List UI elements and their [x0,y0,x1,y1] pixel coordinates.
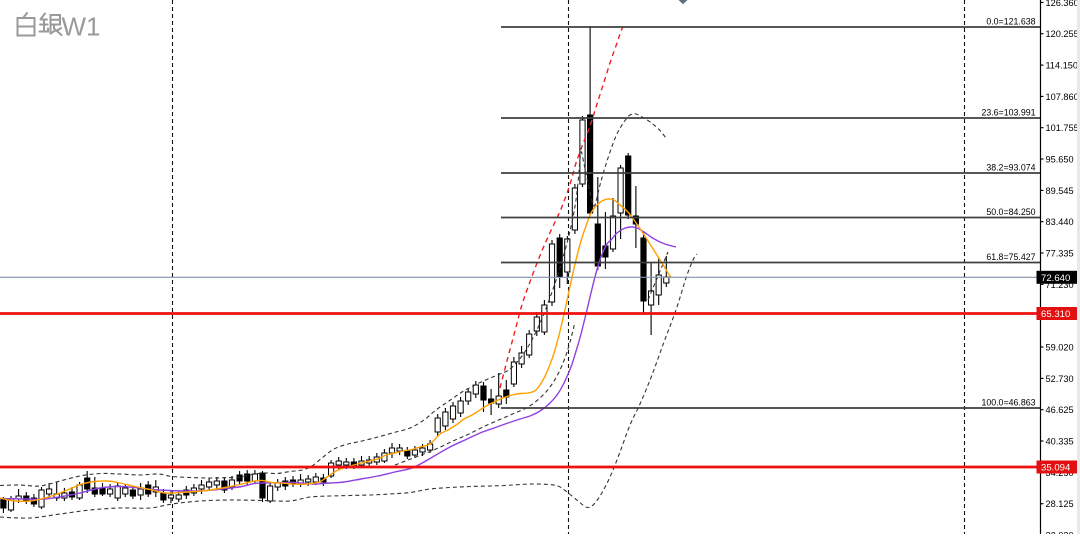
svg-text:46.625: 46.625 [1046,405,1074,415]
svg-text:35.094: 35.094 [1041,463,1071,474]
svg-text:83.440: 83.440 [1046,217,1074,227]
svg-text:114.150: 114.150 [1046,61,1079,71]
svg-text:95.650: 95.650 [1046,155,1074,165]
svg-text:101.755: 101.755 [1046,123,1079,133]
svg-text:52.730: 52.730 [1046,374,1074,384]
svg-text:22.020: 22.020 [1046,531,1074,535]
svg-text:107.860: 107.860 [1046,92,1079,102]
svg-text:38.2=93.074: 38.2=93.074 [986,163,1035,173]
svg-text:W1: W1 [62,12,101,42]
svg-text:126.360: 126.360 [1046,0,1079,8]
svg-text:0.0=121.638: 0.0=121.638 [986,17,1035,27]
svg-text:59.020: 59.020 [1046,343,1074,353]
svg-text:100.0=46.863: 100.0=46.863 [981,398,1035,408]
svg-text:71.230: 71.230 [1046,280,1074,290]
svg-text:120.255: 120.255 [1046,29,1079,39]
svg-text:72.640: 72.640 [1041,273,1070,284]
svg-text:28.125: 28.125 [1046,499,1074,509]
svg-text:61.8=75.427: 61.8=75.427 [986,252,1035,262]
svg-text:23.6=103.991: 23.6=103.991 [981,108,1035,118]
svg-text:89.545: 89.545 [1046,186,1074,196]
svg-text:40.335: 40.335 [1046,437,1074,447]
svg-text:50.0=84.250: 50.0=84.250 [986,207,1035,217]
svg-text:77.335: 77.335 [1046,249,1074,259]
svg-text:65.310: 65.310 [1041,309,1070,320]
